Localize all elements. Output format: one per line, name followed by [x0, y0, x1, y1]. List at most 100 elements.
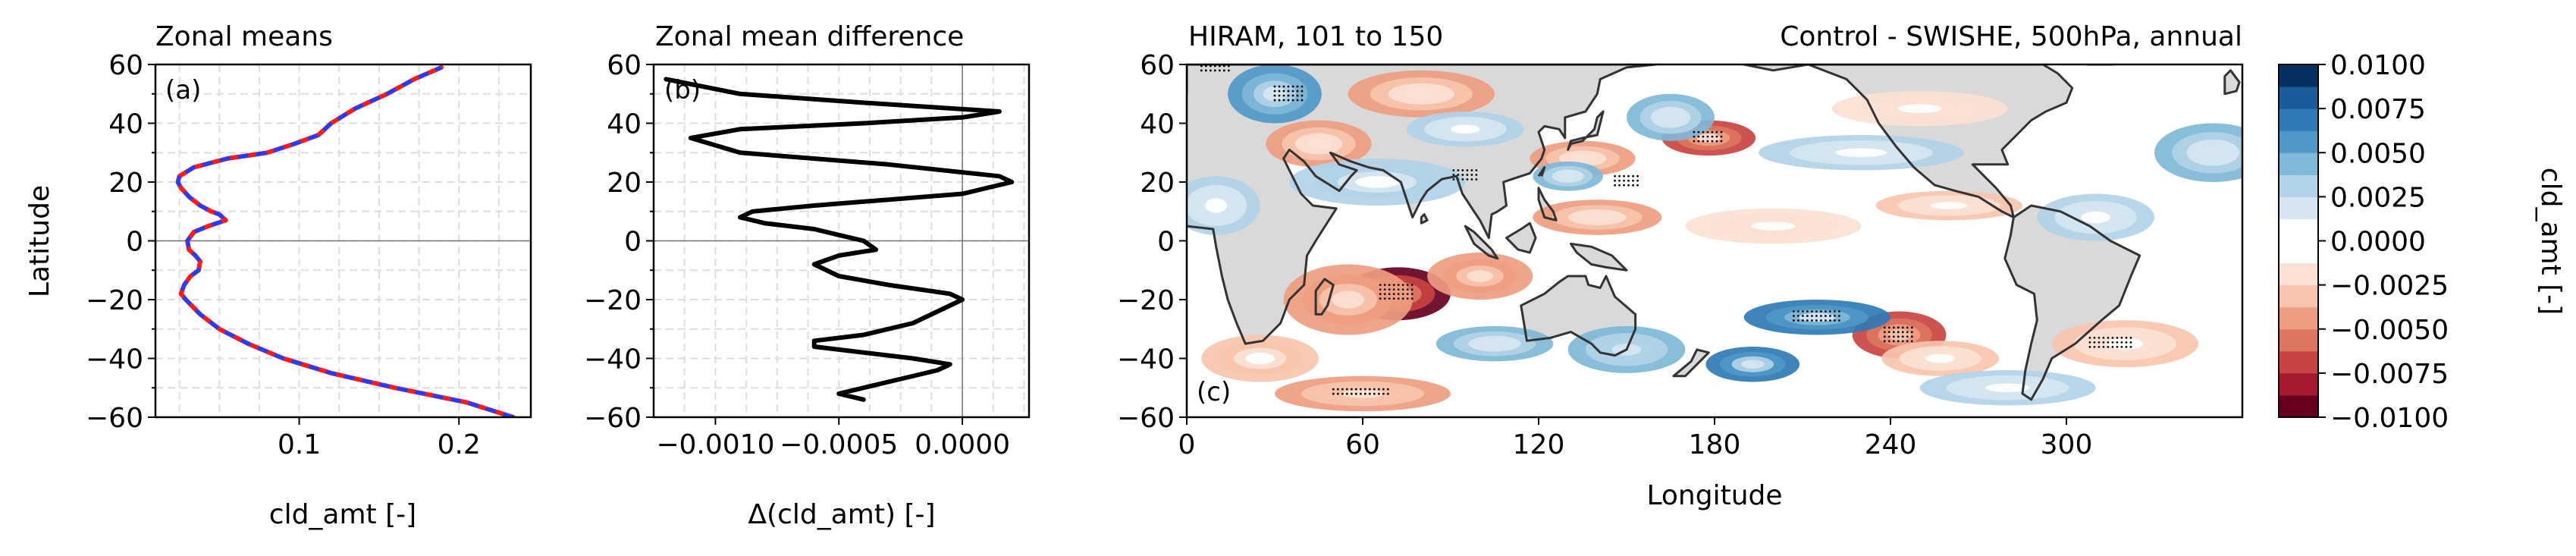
- stipple-dot: [1475, 174, 1478, 176]
- stipple-dot: [2116, 345, 2119, 348]
- stipple-dot: [1623, 174, 1625, 177]
- stipple-dot: [1287, 90, 1290, 93]
- stipple-dot: [2102, 336, 2105, 339]
- stipple-dot: [1910, 326, 1913, 329]
- stipple-dot: [1838, 315, 1840, 317]
- stipple-dot: [1287, 99, 1290, 102]
- stipple-dot: [1806, 319, 1809, 322]
- stipple-dot: [1887, 335, 1890, 338]
- stipple-dot: [1901, 331, 1904, 334]
- stipple-dot: [2102, 345, 2105, 348]
- stipple-dot: [1906, 340, 1909, 343]
- stipple-dot: [1797, 319, 1799, 322]
- stipple-dot: [1278, 99, 1281, 102]
- stipple-dot: [1702, 140, 1705, 143]
- stipple-dot: [1388, 293, 1391, 296]
- colorbar-swatch: [2279, 152, 2318, 175]
- stipple-dot: [1470, 178, 1473, 181]
- stipple-dot: [1806, 315, 1809, 317]
- panel-a-ytick-label: 40: [108, 109, 143, 140]
- colorbar-swatch: [2279, 350, 2318, 374]
- stipple-dot: [2116, 341, 2119, 344]
- stipple-dot: [1614, 174, 1616, 177]
- coast-new-zealand: [1672, 348, 1710, 378]
- panel-c-title-right: Control - SWISHE, 500hPa, annual: [1780, 21, 2242, 52]
- panel-a-ylabel: Latitude: [24, 185, 55, 297]
- panel-c-ytick-label: −20: [1117, 285, 1175, 316]
- stipple-dot: [1838, 310, 1840, 313]
- stipple-dot: [1392, 288, 1395, 291]
- stipple-dot: [1470, 174, 1473, 176]
- stipple-dot: [1697, 130, 1700, 134]
- stipple-dot: [2098, 336, 2101, 339]
- anomaly-13-ring-3: [1341, 389, 1385, 398]
- stipple-dot: [1636, 174, 1639, 177]
- panel-b-plot: [664, 77, 1015, 402]
- colorbar-swatch: [2279, 306, 2318, 330]
- anomaly-20-ring-3: [1355, 176, 1400, 188]
- stipple-dot: [2111, 336, 2114, 339]
- stipple-dot: [1373, 392, 1376, 395]
- panel-b-xlabel: Δ(cld_amt) [-]: [748, 499, 935, 530]
- stipple-dot: [1359, 392, 1362, 395]
- stipple-dot: [2125, 341, 2128, 344]
- panel-b-axes: −60 −40 −20 0 20 40 60 −0.0010 −0.0005 0.0000: [584, 50, 1010, 460]
- stipple-dot: [1363, 388, 1366, 391]
- stipple-dot: [1452, 178, 1455, 181]
- stipple-dot: [1213, 69, 1216, 72]
- stipple-dot: [1273, 99, 1276, 102]
- stipple-dot: [1341, 388, 1344, 391]
- stipple-dot: [1815, 310, 1818, 313]
- stipple-dot: [1470, 169, 1473, 171]
- stipple-dot: [1301, 99, 1304, 102]
- stipple-dot: [1715, 135, 1718, 138]
- stipple-dot: [1887, 340, 1890, 343]
- stipple-dot: [1406, 288, 1409, 291]
- map-coastlines: [1187, 64, 2241, 401]
- stipple-dot: [1815, 315, 1818, 317]
- coast-madagascar: [1314, 278, 1335, 316]
- stipple-dot: [1386, 388, 1389, 391]
- map-stippling: [1200, 64, 2132, 395]
- stipple-dot: [1397, 284, 1400, 287]
- panel-b-ytick-label: 60: [607, 50, 642, 81]
- stipple-dot: [1702, 135, 1705, 138]
- stipple-dot: [1897, 340, 1900, 343]
- anomaly-9-ring-3: [2107, 338, 2144, 350]
- anomaly-27-ring-3: [1985, 383, 2030, 393]
- stipple-dot: [1887, 331, 1890, 334]
- anomaly-22-ring-3: [1205, 198, 1228, 213]
- stipple-dot: [2098, 341, 2101, 344]
- stipple-dot: [1296, 85, 1299, 88]
- stipple-dot: [1401, 293, 1404, 296]
- stipple-dot: [1906, 326, 1909, 329]
- stipple-dot: [1887, 326, 1890, 329]
- stipple-dot: [1345, 392, 1348, 395]
- stipple-dot: [1379, 288, 1382, 291]
- stipple-dot: [1296, 99, 1299, 102]
- anomaly-29-ring-3: [1451, 124, 1480, 134]
- coast-sumatra: [1464, 225, 1499, 260]
- panel-c-xtick-label: 0: [1178, 429, 1196, 460]
- stipple-dot: [1834, 319, 1836, 322]
- colorbar-swatch: [2279, 372, 2318, 396]
- panel-c-title-left: HIRAM, 101 to 150: [1188, 21, 1443, 52]
- stipple-dot: [1711, 135, 1714, 138]
- stipple-dot: [1697, 140, 1700, 143]
- stipple-dot: [1209, 69, 1212, 72]
- stipple-dot: [1627, 179, 1630, 182]
- stipple-dot: [1406, 284, 1409, 287]
- stipple-dot: [1461, 174, 1464, 176]
- stipple-dot: [1388, 284, 1391, 287]
- panel-c-xtick-label: 60: [1345, 429, 1380, 460]
- stipple-dot: [1401, 288, 1404, 291]
- stipple-dot: [2125, 345, 2128, 348]
- panel-c-ytick-label: 60: [1140, 50, 1175, 81]
- stipple-dot: [1301, 85, 1304, 88]
- stipple-dot: [2107, 341, 2110, 344]
- colorbar: 0.0100 0.0075 0.0050 0.0025 0.0000 −0.0025 −0.…: [2278, 50, 2566, 434]
- stipple-dot: [1627, 174, 1630, 177]
- stipple-dot: [1820, 315, 1822, 317]
- stipple-dot: [1697, 135, 1700, 138]
- coast-australia: [1520, 275, 1637, 357]
